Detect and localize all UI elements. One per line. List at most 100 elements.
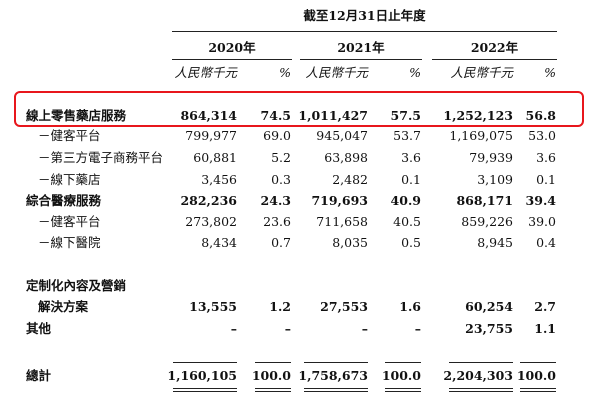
unit-header: 人民幣千元 bbox=[305, 65, 368, 80]
cell: 0.3 bbox=[271, 172, 291, 187]
cell: 859,226 bbox=[461, 214, 513, 229]
rule bbox=[173, 391, 237, 392]
row-label: －健客平台 bbox=[38, 128, 101, 143]
row-label: 綜合醫療服務 bbox=[26, 193, 102, 208]
cell: 1.6 bbox=[399, 299, 421, 314]
unit-header: % bbox=[279, 65, 291, 80]
cell: 282,236 bbox=[180, 193, 237, 208]
cell: 69.0 bbox=[263, 128, 291, 143]
rule bbox=[255, 391, 291, 392]
row-label: －線下醫院 bbox=[38, 235, 101, 250]
cell: 27,553 bbox=[320, 299, 368, 314]
cell: 0.7 bbox=[271, 235, 291, 250]
rule bbox=[449, 391, 513, 392]
cell: 57.5 bbox=[390, 108, 421, 123]
rule bbox=[449, 388, 513, 389]
cell: 40.5 bbox=[393, 214, 421, 229]
cell: 8,434 bbox=[201, 235, 237, 250]
cell: 23.6 bbox=[263, 214, 291, 229]
cell: 1.1 bbox=[534, 321, 556, 336]
rule bbox=[304, 388, 368, 389]
unit-header: 人民幣千元 bbox=[174, 65, 237, 80]
cell: 945,047 bbox=[316, 128, 368, 143]
rule bbox=[520, 391, 556, 392]
rule bbox=[255, 362, 291, 363]
cell: 0.4 bbox=[536, 235, 556, 250]
cell: 100.0 bbox=[381, 368, 421, 383]
cell: 39.0 bbox=[528, 214, 556, 229]
cell: 100.0 bbox=[516, 368, 556, 383]
cell: – bbox=[361, 321, 368, 336]
cell: – bbox=[284, 321, 291, 336]
rule bbox=[172, 31, 557, 32]
row-label: 其他 bbox=[26, 321, 52, 336]
rule bbox=[385, 362, 421, 363]
cell: 60,881 bbox=[193, 150, 237, 165]
row-label: 定制化內容及營銷 bbox=[26, 278, 127, 293]
cell: 53.0 bbox=[528, 128, 556, 143]
cell: 3.6 bbox=[401, 150, 421, 165]
cell: 100.0 bbox=[251, 368, 291, 383]
year-header: 2020年 bbox=[208, 40, 256, 55]
cell: 1,758,673 bbox=[298, 368, 368, 383]
rule bbox=[385, 391, 421, 392]
cell: 0.1 bbox=[401, 172, 421, 187]
cell: 2,482 bbox=[332, 172, 368, 187]
highlight-box bbox=[14, 91, 584, 127]
cell: 3,456 bbox=[201, 172, 237, 187]
cell: 1,252,123 bbox=[443, 108, 513, 123]
rule bbox=[432, 59, 557, 60]
unit-header: 人民幣千元 bbox=[450, 65, 513, 80]
rule bbox=[304, 391, 368, 392]
cell: 1.2 bbox=[269, 299, 291, 314]
cell: 40.9 bbox=[390, 193, 421, 208]
rule bbox=[173, 362, 237, 363]
cell: 799,977 bbox=[185, 128, 237, 143]
year-header: 2022年 bbox=[470, 40, 519, 55]
period-header: 截至12月31日止年度 bbox=[303, 8, 426, 23]
rule bbox=[520, 388, 556, 389]
cell: 1,160,105 bbox=[167, 368, 237, 383]
cell: 1,011,427 bbox=[298, 108, 368, 123]
cell: 56.8 bbox=[525, 108, 556, 123]
unit-header: % bbox=[409, 65, 421, 80]
rule bbox=[304, 362, 368, 363]
cell: 53.7 bbox=[393, 128, 421, 143]
cell: 711,658 bbox=[316, 214, 368, 229]
rule bbox=[300, 59, 422, 60]
row-label: －健客平台 bbox=[38, 214, 101, 229]
cell: 0.5 bbox=[401, 235, 421, 250]
cell: 868,171 bbox=[456, 193, 513, 208]
rule bbox=[520, 362, 556, 363]
cell: 74.5 bbox=[260, 108, 291, 123]
cell: 1,169,075 bbox=[449, 128, 513, 143]
cell: 60,254 bbox=[465, 299, 513, 314]
cell: 864,314 bbox=[180, 108, 237, 123]
row-label: －線下藥店 bbox=[38, 172, 101, 187]
year-header: 2021年 bbox=[337, 40, 385, 55]
cell: 3,109 bbox=[477, 172, 513, 187]
row-label: 總計 bbox=[26, 368, 52, 383]
cell: 2,204,303 bbox=[443, 368, 513, 383]
rule bbox=[172, 59, 292, 60]
rule bbox=[449, 362, 513, 363]
cell: 0.1 bbox=[536, 172, 556, 187]
cell: 24.3 bbox=[260, 193, 291, 208]
cell: – bbox=[414, 321, 421, 336]
cell: 79,939 bbox=[469, 150, 513, 165]
cell: 8,035 bbox=[332, 235, 368, 250]
row-label: 線上零售藥店服務 bbox=[26, 108, 127, 123]
cell: 2.7 bbox=[534, 299, 556, 314]
row-label: －第三方電子商務平台 bbox=[38, 150, 164, 165]
rule bbox=[173, 388, 237, 389]
rule bbox=[255, 388, 291, 389]
cell: 39.4 bbox=[525, 193, 556, 208]
cell: 63,898 bbox=[324, 150, 368, 165]
unit-header: % bbox=[544, 65, 556, 80]
cell: 13,555 bbox=[189, 299, 237, 314]
cell: 23,755 bbox=[465, 321, 513, 336]
cell: 3.6 bbox=[536, 150, 556, 165]
cell: 5.2 bbox=[271, 150, 291, 165]
cell: 8,945 bbox=[477, 235, 513, 250]
